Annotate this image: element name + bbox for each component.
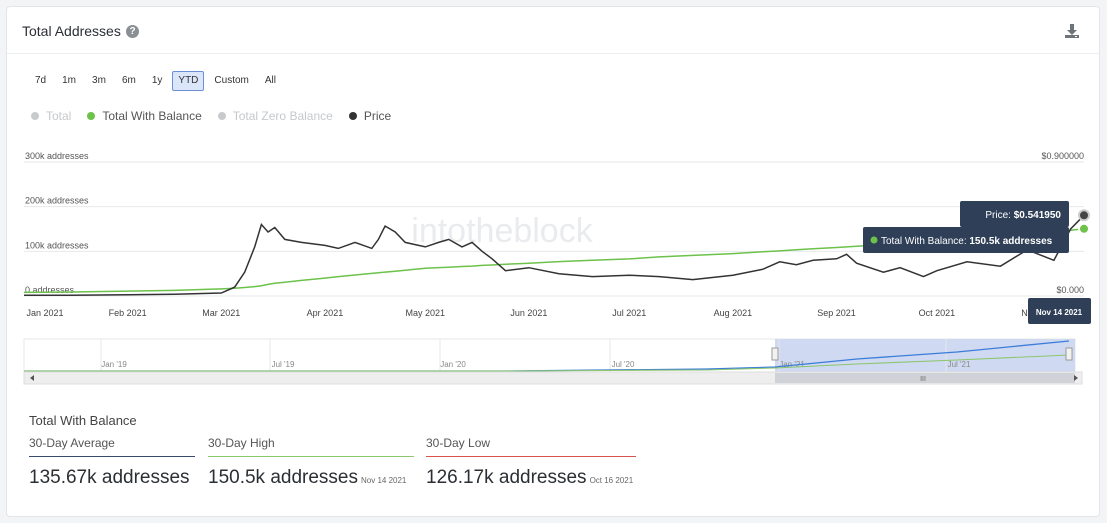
x-axis-tick-label: Apr 2021: [307, 308, 344, 318]
legend-dot: [348, 112, 357, 120]
x-axis-tick-label: Jul 2021: [612, 308, 646, 318]
stat-label: 30-Day Average: [29, 436, 195, 457]
range-6m-button[interactable]: 6m: [115, 71, 142, 91]
download-icon[interactable]: [1064, 23, 1080, 39]
date-tooltip-text: Nov 14 2021: [1036, 308, 1083, 317]
line-chart[interactable]: 0 addresses 100k addresses 200k addresses 3…: [7, 7, 1101, 397]
navigator-selection: [775, 339, 1075, 372]
navigator-tick-label: Jul '21: [948, 360, 971, 369]
x-axis-tick-label: May 2021: [405, 308, 445, 318]
legend-item-price[interactable]: Price: [348, 109, 392, 123]
stat-30d-average: 30-Day Average 135.67k addresses: [29, 436, 195, 489]
chart-title: Total Addresses: [22, 23, 121, 39]
y-axis-left-tick-label: 0 addresses: [25, 285, 75, 295]
series-line-price: [24, 214, 1085, 297]
x-axis-tick-label: Jan 2021: [26, 308, 63, 318]
navigator-tick-label: Jan '21: [779, 360, 805, 369]
balance-tooltip-text: Total With Balance: 150.5k addresses: [881, 236, 1053, 247]
legend-label: Price: [363, 109, 392, 123]
stat-30d-low: 30-Day Low 126.17k addresses Oct 16 2021: [426, 436, 636, 489]
x-axis-tick-label: Feb 2021: [109, 308, 147, 318]
y-axis-right-tick-label: $0.900000: [1041, 151, 1084, 161]
navigator-series-line-balance: [24, 354, 1070, 372]
y-axis-left-tick-label: 200k addresses: [25, 196, 89, 206]
tooltip-legend-dot: [870, 236, 878, 244]
legend-item-total-with-balance[interactable]: Total With Balance: [87, 109, 202, 123]
legend-dot: [217, 112, 226, 120]
legend-item-total-zero-balance[interactable]: Total Zero Balance: [217, 109, 333, 123]
card-header: Total Addresses ?: [7, 7, 1099, 54]
x-axis-tick-label: Aug 2021: [714, 308, 753, 318]
total-with-balance-point-marker: [1078, 222, 1090, 235]
stat-label: 30-Day Low: [426, 436, 636, 457]
legend-dot: [87, 112, 96, 120]
chart-legend: Total Total With Balance Total Zero Bala…: [31, 109, 391, 123]
stat-date: Oct 16 2021: [589, 476, 634, 485]
question-circle-icon[interactable]: ?: [126, 25, 139, 38]
y-axis-left-tick-label: 100k addresses: [25, 240, 89, 250]
scrollbar-thumb: [775, 373, 1075, 383]
legend-label: Total With Balance: [102, 109, 202, 123]
navigator-tick-label: Jul '19: [272, 360, 295, 369]
navigator-left-handle: [771, 347, 779, 361]
price-tooltip-text: Price: $0.541950: [985, 210, 1061, 221]
stat-label: 30-Day High: [208, 436, 414, 457]
range-custom-button[interactable]: Custom: [208, 71, 255, 91]
navigator-right-handle: [1065, 347, 1073, 361]
x-axis-tick-label: Jun 2021: [510, 308, 547, 318]
scroll-right-arrow-icon: [1074, 375, 1078, 381]
stat-value: 135.67k addresses: [29, 467, 190, 488]
stats-title: Total With Balance: [29, 413, 137, 428]
stat-value: 150.5k addresses: [208, 467, 358, 488]
date-tooltip-box: [1028, 298, 1091, 324]
watermark-text: intotheblock: [411, 212, 593, 250]
range-1y-button[interactable]: 1y: [145, 71, 169, 91]
price-tooltip-box: [960, 201, 1069, 227]
stats-panel: Total With Balance 30-Day Average 135.67…: [29, 413, 636, 488]
stat-30d-high: 30-Day High 150.5k addresses Nov 14 2021: [208, 436, 414, 489]
range-3m-button[interactable]: 3m: [86, 71, 112, 91]
y-axis-right-tick-label: $0.000: [1056, 285, 1084, 295]
stat-date: Nov 14 2021: [361, 476, 407, 485]
range-7d-button[interactable]: 7d: [29, 71, 53, 91]
y-axis-left-tick-label: 300k addresses: [25, 151, 89, 161]
legend-dot: [31, 112, 39, 120]
legend-label: Total Zero Balance: [232, 109, 333, 123]
navigator-tick-label: Jan '20: [440, 360, 466, 369]
legend-item-total[interactable]: Total: [31, 109, 71, 123]
price-point-marker: [1078, 209, 1090, 222]
x-axis-tick-label: Oct 2021: [919, 308, 956, 318]
x-axis-tick-label: Mar 2021: [202, 308, 240, 318]
range-1m-button[interactable]: 1m: [56, 71, 83, 91]
range-selector: 7d 1m 3m 6m 1y YTD Custom All: [29, 71, 282, 91]
range-all-button[interactable]: All: [258, 71, 282, 91]
x-axis-tick-label: Sep 2021: [817, 308, 856, 318]
navigator-tick-label: Jan '19: [101, 360, 127, 369]
legend-label: Total: [46, 109, 72, 123]
scroll-left-arrow-icon: [30, 375, 34, 381]
balance-tooltip-box: [863, 227, 1069, 253]
scrollbar-grip-icon: III: [920, 376, 926, 383]
stat-value: 126.17k addresses: [426, 467, 587, 488]
navigator-tick-label: Jul '20: [612, 360, 635, 369]
range-ytd-button[interactable]: YTD: [172, 71, 205, 91]
chart-card: Total Addresses ? 7d 1m 3m 6m 1y YTD Cus…: [6, 6, 1100, 517]
